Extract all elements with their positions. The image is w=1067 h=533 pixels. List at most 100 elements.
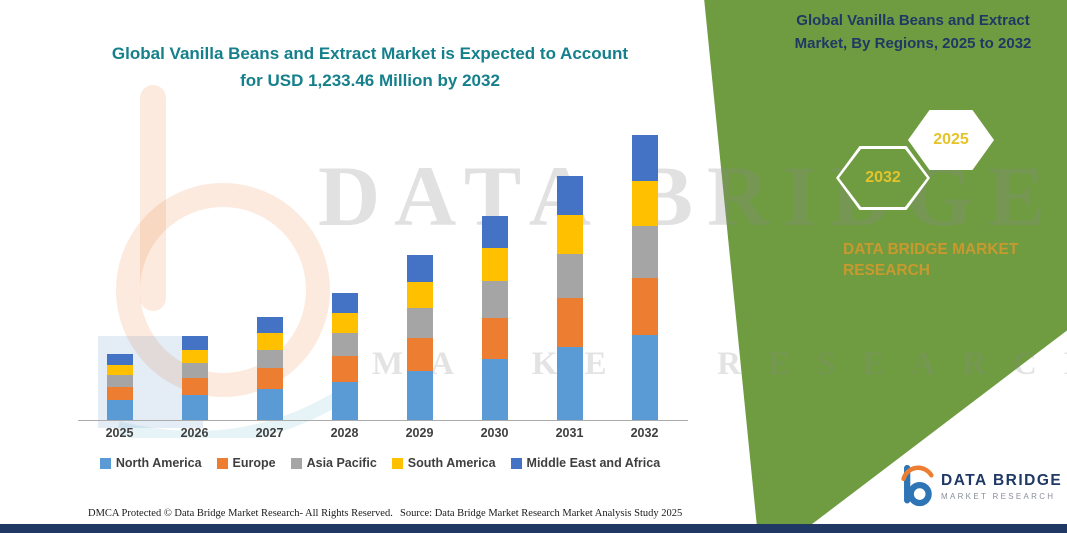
brand-text: DATA BRIDGE MARKET RESEARCH (843, 241, 1019, 279)
legend-item: Europe (216, 456, 276, 470)
bar-segment (481, 215, 508, 249)
bar-column (82, 135, 157, 420)
bar-segment (631, 277, 658, 335)
bar-segment (331, 381, 358, 420)
bar-segment (181, 363, 208, 379)
bar-segment (256, 349, 283, 369)
stacked-bar-2029 (406, 255, 433, 420)
bar-segment (256, 368, 283, 389)
footer-source-text: Source: Data Bridge Market Research Mark… (400, 508, 683, 519)
footer-dmca-text: DMCA Protected © Data Bridge Market Rese… (88, 508, 393, 519)
bar-segment (481, 358, 508, 420)
x-tick-label: 2027 (255, 426, 284, 440)
x-tick-label: 2032 (630, 426, 659, 440)
bar-segment (331, 312, 358, 334)
bar-column (532, 135, 607, 420)
x-tick-label: 2031 (555, 426, 584, 440)
legend-label: North America (115, 456, 202, 470)
bar-segment (631, 226, 658, 278)
stacked-bar-2031 (556, 175, 583, 420)
legend-swatch (99, 457, 111, 469)
bar-segment (181, 378, 208, 395)
bar-segment (256, 316, 283, 334)
legend-swatch (290, 457, 302, 469)
bar-segment (331, 356, 358, 382)
bar-segment (406, 337, 433, 371)
panel-heading: Global Vanilla Beans and Extract Market,… (794, 12, 1032, 52)
bar-segment (481, 248, 508, 282)
bar-column (307, 135, 382, 420)
company-logo: DATA BRIDGE MARKET RESEARCH (900, 465, 1062, 507)
legend-label: Middle East and Africa (526, 456, 661, 470)
bar-segment (481, 281, 508, 318)
legend-item: South America (391, 456, 496, 470)
logo-subtitle: MARKET RESEARCH (941, 491, 1056, 501)
bar-segment (631, 180, 658, 227)
bar-segment (556, 214, 583, 254)
bar-segment (106, 375, 133, 388)
bar-segment (106, 364, 133, 376)
bar-segment (331, 333, 358, 357)
watermark-data-bridge: DATA BRIDGE (318, 148, 1059, 244)
legend-item: North America (99, 456, 202, 470)
chart-title: Global Vanilla Beans and Extract Market … (60, 40, 680, 94)
bar-column (457, 135, 532, 420)
bar-segment (406, 370, 433, 420)
legend-label: Europe (232, 456, 276, 470)
hexagon-badge-2032: 2032 (836, 146, 930, 210)
stacked-bar-2025 (106, 354, 133, 420)
bar-segment (181, 394, 208, 420)
legend-label: Asia Pacific (306, 456, 377, 470)
bar-column (157, 135, 232, 420)
bar-segment (256, 388, 283, 420)
bar-segment (181, 336, 208, 350)
hexagon-year-label: 2025 (933, 131, 969, 148)
bar-column (607, 135, 682, 420)
bar-segment (256, 333, 283, 350)
bar-segment (106, 400, 133, 420)
logo-text: DATA BRIDGE MARKET RESEARCH (941, 472, 1062, 501)
bar-segment (406, 281, 433, 308)
stacked-bar-2028 (331, 292, 358, 420)
data-bridge-logo-icon (901, 465, 934, 507)
bar-segment (556, 175, 583, 215)
x-tick-label: 2030 (480, 426, 509, 440)
bar-segment (631, 334, 658, 420)
bar-segment (331, 292, 358, 313)
x-tick-label: 2025 (105, 426, 134, 440)
stacked-bar-2027 (256, 316, 283, 420)
hexagon-badge-2025: 2025 (908, 110, 994, 170)
legend-swatch (391, 457, 403, 469)
x-labels: 2025 2026 2027 2028 2029 2030 2031 2032 (82, 426, 682, 440)
bar-columns (82, 135, 682, 420)
x-tick-label: 2026 (180, 426, 209, 440)
stacked-bar-2032 (631, 135, 658, 420)
stacked-bar-2026 (181, 336, 208, 420)
logo-title: DATA BRIDGE (941, 471, 1063, 489)
x-tick-label: 2029 (405, 426, 434, 440)
bar-segment (556, 346, 583, 420)
chart-title-line2: for USD 1,233.46 Million by 2032 (240, 71, 500, 91)
bar-column (382, 135, 457, 420)
bar-segment (406, 308, 433, 338)
bar-segment (556, 297, 583, 347)
hexagon-year-label: 2032 (865, 169, 901, 186)
hexagon-fill (839, 149, 927, 207)
bottom-navy-bar (0, 524, 1067, 533)
legend-item: Middle East and Africa (510, 456, 661, 470)
bar-segment (631, 135, 658, 181)
legend-swatch (510, 457, 522, 469)
legend-swatch (216, 457, 228, 469)
stacked-bar-2030 (481, 215, 508, 420)
bar-segment (556, 253, 583, 298)
x-tick-label: 2028 (330, 426, 359, 440)
bar-segment (181, 349, 208, 364)
legend-item: Asia Pacific (290, 456, 377, 470)
bar-column (232, 135, 307, 420)
legend-label: South America (407, 456, 496, 470)
bar-segment (406, 255, 433, 282)
bar-segment (481, 317, 508, 359)
chart-title-line1: Global Vanilla Beans and Extract Market … (111, 44, 629, 63)
bar-segment (106, 354, 133, 365)
